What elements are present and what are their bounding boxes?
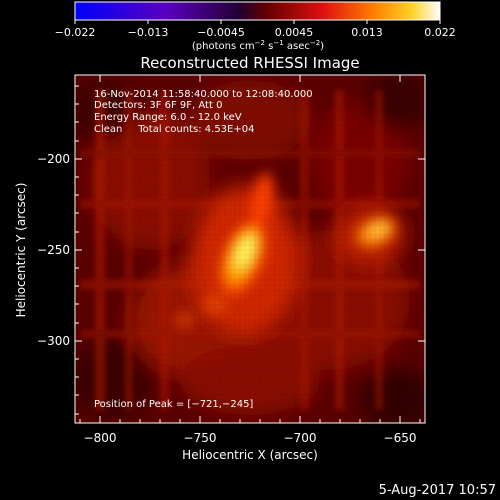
y-axis-label: Heliocentric Y (arcsec): [14, 183, 28, 318]
y-tick-label-2: −300: [37, 334, 70, 348]
plot-frame: [74, 74, 426, 424]
x-axis-label: Heliocentric X (arcsec): [182, 448, 318, 462]
x-tick-label-2: −700: [284, 431, 317, 445]
peak-position-label: Position of Peak = [−721,−245]: [94, 399, 253, 410]
x-tick-label-3: −650: [384, 431, 417, 445]
info-line-1: 16-Nov-2014 11:58:40.000 to 12:08:40.000: [94, 89, 313, 100]
colorbar-units: (photons cm−2 s−1 asec−2): [192, 39, 324, 52]
info-line-2: Detectors: 3F 6F 9F, Att 0: [94, 100, 222, 111]
colorbar-tick-2: −0.0045: [197, 26, 245, 39]
y-tick-label-0: −200: [37, 152, 70, 166]
info-block: 16-Nov-2014 11:58:40.000 to 12:08:40.000…: [94, 89, 313, 135]
x-tick-label-0: −800: [84, 431, 117, 445]
info-line-4: Clean Total counts: 4.53E+04: [94, 124, 254, 135]
xray-image: [75, 75, 425, 423]
colorbar: [74, 1, 441, 21]
x-tick-label-1: −750: [184, 431, 217, 445]
colorbar-tick-5: 0.022: [424, 26, 456, 39]
colorbar-tick-3: 0.0045: [275, 26, 314, 39]
y-tick-label-1: −250: [37, 243, 70, 257]
footer-date: 5-Aug-2017 10:57: [379, 483, 496, 498]
y-axis-ticks: [75, 85, 425, 415]
info-line-3: Energy Range: 6.0 – 12.0 keV: [94, 112, 242, 123]
colorbar-tick-4: 0.013: [351, 26, 383, 39]
colorbar-ticks: [74, 20, 441, 24]
x-axis-ticks: [79, 75, 421, 423]
colorbar-tick-0: −0.022: [55, 26, 96, 39]
plot-title: Reconstructed RHESSI Image: [140, 54, 359, 72]
colorbar-tick-1: −0.013: [128, 26, 169, 39]
